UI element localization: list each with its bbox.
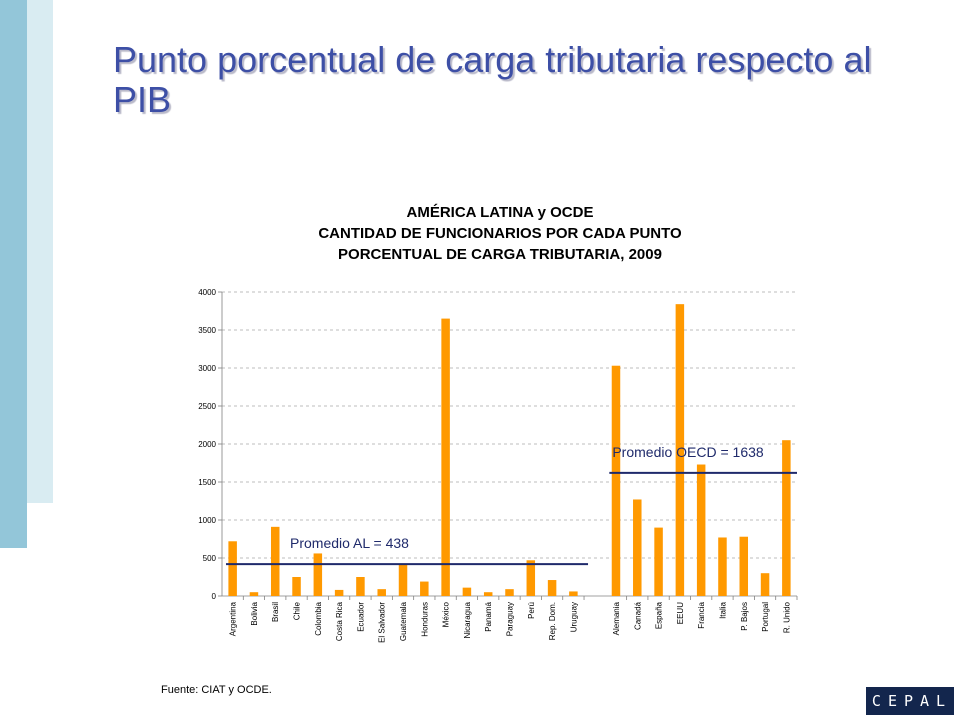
x-tick-label: Ecuador (356, 602, 365, 632)
average-label: Promedio AL = 438 (290, 535, 409, 551)
bar (398, 564, 408, 596)
bar (739, 536, 749, 596)
accent-bar-light (27, 0, 53, 503)
y-tick-label: 4000 (198, 288, 216, 297)
y-tick-label: 2000 (198, 440, 216, 449)
x-tick-label: Costa Rica (335, 601, 344, 641)
average-label: Promedio OECD = 1638 (612, 444, 764, 460)
chart-title-line-2: CANTIDAD DE FUNCIONARIOS POR CADA PUNTO (318, 225, 682, 242)
slide-title: Punto porcentual de carga tributaria res… (113, 39, 872, 120)
x-tick-label: Honduras (420, 602, 429, 637)
y-tick-label: 1500 (198, 478, 216, 487)
chart-title-line-1: AMÉRICA LATINA y OCDE (406, 204, 594, 221)
bar (420, 581, 429, 596)
x-tick-label: Guatemala (399, 601, 408, 641)
bar (569, 591, 578, 596)
x-tick-label: Canadá (633, 601, 642, 630)
accent-bar-dark (0, 0, 27, 548)
x-tick-label: Italia (718, 601, 727, 618)
chart-title-line-3: PORCENTUAL DE CARGA TRIBUTARIA, 2009 (338, 246, 662, 263)
bar (249, 592, 259, 596)
x-tick-label: EEUU (676, 602, 685, 624)
chart-title: AMÉRICA LATINA y OCDE CANTIDAD DE FUNCIO… (200, 202, 800, 265)
bar (547, 580, 557, 596)
y-tick-label: 3000 (198, 364, 216, 373)
x-tick-label: P. Bajos (740, 602, 749, 631)
y-tick-label: 2500 (198, 402, 216, 411)
bar (654, 527, 663, 596)
source-note: Fuente: CIAT y OCDE. (161, 684, 272, 696)
y-tick-label: 3500 (198, 326, 216, 335)
bar (377, 589, 386, 596)
x-tick-label: Francia (697, 601, 706, 628)
bar (611, 365, 621, 596)
bar (441, 318, 450, 596)
bar (696, 464, 706, 596)
bar (526, 560, 536, 596)
x-tick-label: Bolivia (250, 601, 259, 625)
x-tick-label: Colombia (314, 601, 323, 635)
x-tick-label: Panamá (484, 601, 493, 631)
bar (505, 589, 514, 596)
x-tick-label: Nicaragua (463, 601, 472, 638)
bar (228, 541, 237, 596)
bar (334, 589, 344, 596)
x-tick-label: España (655, 601, 664, 629)
x-tick-label: Perú (527, 602, 536, 619)
y-tick-label: 0 (212, 592, 217, 601)
bar (633, 499, 642, 596)
x-tick-label: Chile (293, 601, 302, 620)
bar (483, 592, 493, 596)
y-tick-label: 500 (203, 554, 217, 563)
x-tick-label: Uruguay (569, 602, 578, 632)
x-tick-label: México (442, 601, 451, 627)
bar (270, 526, 280, 596)
bar (760, 573, 770, 596)
x-tick-label: Argentina (229, 601, 238, 636)
bar (675, 304, 685, 596)
x-tick-label: Paraguay (506, 602, 515, 636)
bar (462, 587, 472, 596)
bar (718, 537, 727, 596)
x-tick-label: El Salvador (378, 602, 387, 643)
bar (356, 577, 365, 596)
x-tick-label: Alemania (612, 601, 621, 635)
x-tick-label: R. Unido (782, 601, 791, 633)
bar (313, 553, 323, 596)
x-tick-label: Rep. Dom. (548, 602, 557, 640)
y-tick-label: 1000 (198, 516, 216, 525)
cepal-logo: CEPAL (866, 687, 954, 715)
bar (782, 440, 791, 596)
bar (292, 577, 301, 596)
x-tick-label: Brasil (271, 602, 280, 622)
x-tick-label: Portugal (761, 602, 770, 632)
